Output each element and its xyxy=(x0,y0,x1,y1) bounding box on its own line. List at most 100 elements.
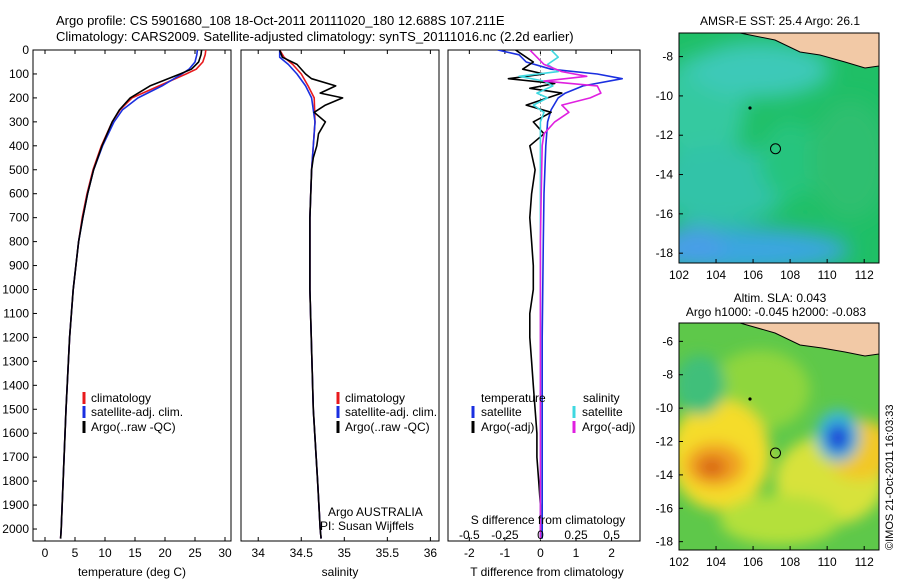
legend-label-climatology: climatology xyxy=(91,391,151,405)
salinity-legend: climatology satellite-adj. clim. Argo(..… xyxy=(336,391,437,434)
depth-tick-label: 1900 xyxy=(2,498,29,512)
map-y-tick-label: -18 xyxy=(656,535,674,549)
series-line-argo-raw-qc- xyxy=(59,50,203,539)
temperature-x-axis: 0 5 10 15 20 25 30 xyxy=(42,50,232,560)
map-y-tick-label: -12 xyxy=(656,128,674,142)
map-y-tick-label: -16 xyxy=(656,207,674,221)
legend-label-argo: Argo(..raw -QC) xyxy=(345,420,430,434)
series-line-temperature-satellite xyxy=(497,50,624,539)
x-tick-label: 30 xyxy=(218,546,232,560)
map-y-tick-label: -8 xyxy=(662,50,673,64)
temperature-legend: climatology satellite-adj. clim. Argo(..… xyxy=(82,391,183,434)
header-line-2: Climatology: CARS2009. Satellite-adjuste… xyxy=(56,29,574,44)
x-tick-label: 36 xyxy=(424,546,438,560)
salinity-lines xyxy=(278,50,344,539)
sla-map-frame xyxy=(678,322,880,551)
legend-group-salinity: salinity xyxy=(583,391,620,405)
series-line-temperature-argo-adj- xyxy=(507,50,563,539)
map-y-tick-label: -10 xyxy=(656,401,674,415)
temperature-panel xyxy=(32,49,232,542)
depth-tick-label: 2000 xyxy=(2,522,29,536)
depth-axis: 0 100 200 300 400 500 600 700 800 900 1000 1100 1200… xyxy=(2,43,37,536)
depth-tick-label: 400 xyxy=(9,139,29,153)
depth-tick-label: 600 xyxy=(9,187,29,201)
map-x-tick-label: 110 xyxy=(818,555,837,569)
depth-tick-label: 800 xyxy=(9,235,29,249)
x-tick-label: 35.5 xyxy=(376,546,400,560)
sla-argo-marker xyxy=(770,447,781,459)
legend-label-satellite: satellite-adj. clim. xyxy=(345,405,437,419)
x-tick-label: 2 xyxy=(608,546,615,560)
map-y-tick-label: -18 xyxy=(656,246,674,260)
difference-xlabel: T difference from climatology xyxy=(470,565,624,579)
depth-tick-label: 200 xyxy=(9,91,29,105)
top-tick-label: 0.25 xyxy=(564,528,588,542)
map-y-tick-label: -14 xyxy=(656,168,674,182)
difference-legend: temperature satellite Argo(-adj) salinit… xyxy=(471,391,635,434)
sst-map-field xyxy=(679,33,879,263)
depth-tick-label: 1500 xyxy=(2,402,29,416)
x-tick-label: -1 xyxy=(500,546,511,560)
temperature-xlabel: temperature (deg C) xyxy=(78,565,186,579)
difference-lines xyxy=(497,50,624,541)
copyright-text: ©IMOS 21-Oct-2011 16:03:33 xyxy=(884,405,896,550)
difference-x-axis: -2 -1 0 1 2 xyxy=(464,50,615,560)
sla-island-marker xyxy=(748,397,752,401)
sla-map-title: Altim. SLA: 0.043 xyxy=(734,291,827,305)
x-tick-label: 5 xyxy=(72,546,79,560)
difference-top-ticks: -0.5 -0.25 0 0.25 0.5 xyxy=(459,528,620,542)
sla-map-axes: 102 104 106 108 110 112 -6 -8 -10 -12 -14 -16 -18 xyxy=(656,334,874,569)
sst-map-frame xyxy=(678,32,880,264)
depth-tick-label: 1400 xyxy=(2,378,29,392)
map-y-tick-label: -10 xyxy=(656,89,674,103)
legend-label-sal-satellite: satellite xyxy=(582,405,623,419)
x-tick-label: 35 xyxy=(338,546,352,560)
sla-map-field xyxy=(679,323,879,550)
depth-tick-label: 1600 xyxy=(2,426,29,440)
depth-tick-label: 1100 xyxy=(3,306,29,320)
map-y-tick-label: -12 xyxy=(656,435,674,449)
sst-island-marker xyxy=(748,106,752,110)
x-tick-label: 10 xyxy=(98,546,112,560)
x-tick-label: 15 xyxy=(128,546,142,560)
x-tick-label: 25 xyxy=(188,546,202,560)
top-tick-label: -0.5 xyxy=(459,528,480,542)
salinity-annotation-1: Argo AUSTRALIA xyxy=(328,505,423,519)
x-tick-label: 34 xyxy=(252,546,266,560)
x-tick-label: 20 xyxy=(158,546,172,560)
map-x-tick-label: 102 xyxy=(669,555,689,569)
legend-label-climatology: climatology xyxy=(345,391,405,405)
depth-tick-label: 0 xyxy=(22,43,29,57)
depth-tick-label: 1200 xyxy=(2,330,29,344)
sst-argo-marker xyxy=(770,143,781,155)
depth-tick-label: 300 xyxy=(9,115,29,129)
salinity-x-axis: 34 34.5 35 35.5 36 xyxy=(252,50,438,560)
map-x-tick-label: 106 xyxy=(743,268,763,282)
x-tick-label: 0 xyxy=(537,546,544,560)
map-y-tick-label: -14 xyxy=(656,468,674,482)
salinity-xlabel: salinity xyxy=(322,565,359,579)
x-tick-label: 1 xyxy=(573,546,580,560)
map-x-tick-label: 102 xyxy=(669,268,689,282)
map-y-tick-label: -8 xyxy=(662,368,673,382)
x-tick-label: -2 xyxy=(464,546,475,560)
depth-tick-label: 100 xyxy=(9,67,29,81)
series-line-argo-raw-qc- xyxy=(278,50,344,539)
depth-tick-label: 1700 xyxy=(2,450,29,464)
depth-tick-label: 1300 xyxy=(2,354,29,368)
legend-label-satellite: satellite-adj. clim. xyxy=(91,405,183,419)
top-tick-label: -0.25 xyxy=(491,528,519,542)
legend-group-temperature: temperature xyxy=(481,391,546,405)
top-tick-label: 0 xyxy=(537,528,544,542)
legend-label-sal-argo: Argo(-adj) xyxy=(582,420,635,434)
map-x-tick-label: 112 xyxy=(855,268,874,282)
map-x-tick-label: 108 xyxy=(780,268,800,282)
sst-map-title: AMSR-E SST: 25.4 Argo: 26.1 xyxy=(700,14,860,28)
map-y-tick-label: -6 xyxy=(662,334,673,348)
depth-tick-label: 1800 xyxy=(2,474,29,488)
map-y-tick-label: -16 xyxy=(656,501,674,515)
salinity-annotation-2: PI: Susan Wijffels xyxy=(320,519,414,533)
sla-map-subtitle: Argo h1000: -0.045 h2000: -0.083 xyxy=(686,305,866,319)
temperature-lines xyxy=(59,50,207,539)
